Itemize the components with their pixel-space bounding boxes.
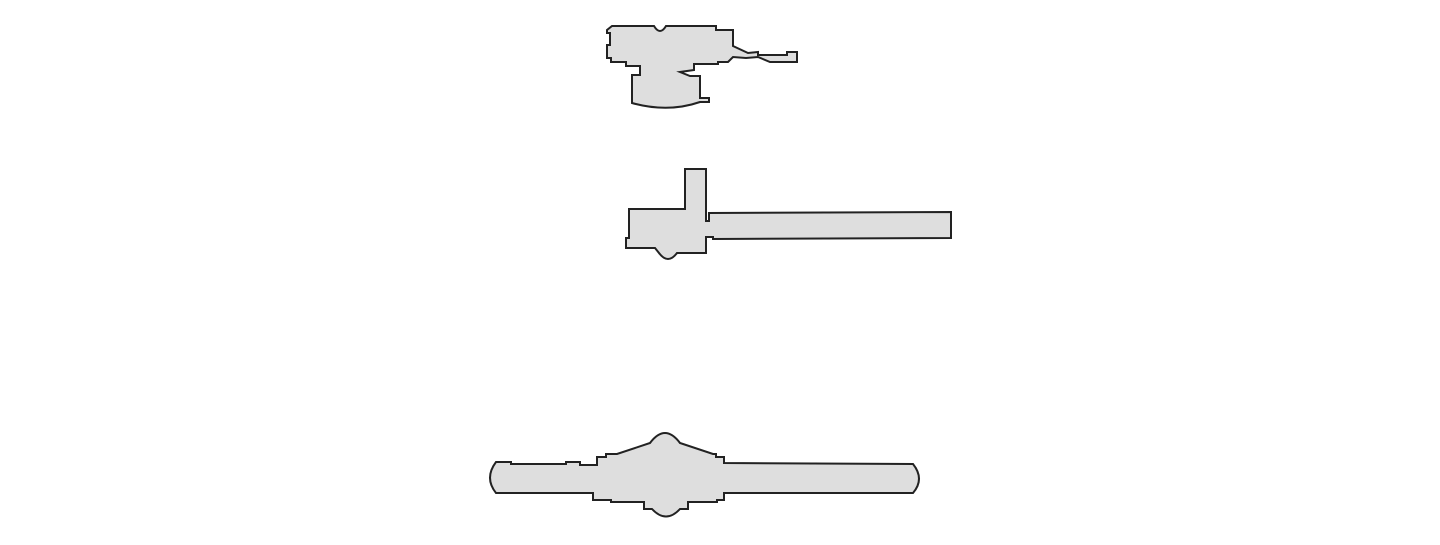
building-plan-bottom [489,432,920,518]
building-plan-middle [625,168,952,260]
building-plan-top [606,25,798,109]
